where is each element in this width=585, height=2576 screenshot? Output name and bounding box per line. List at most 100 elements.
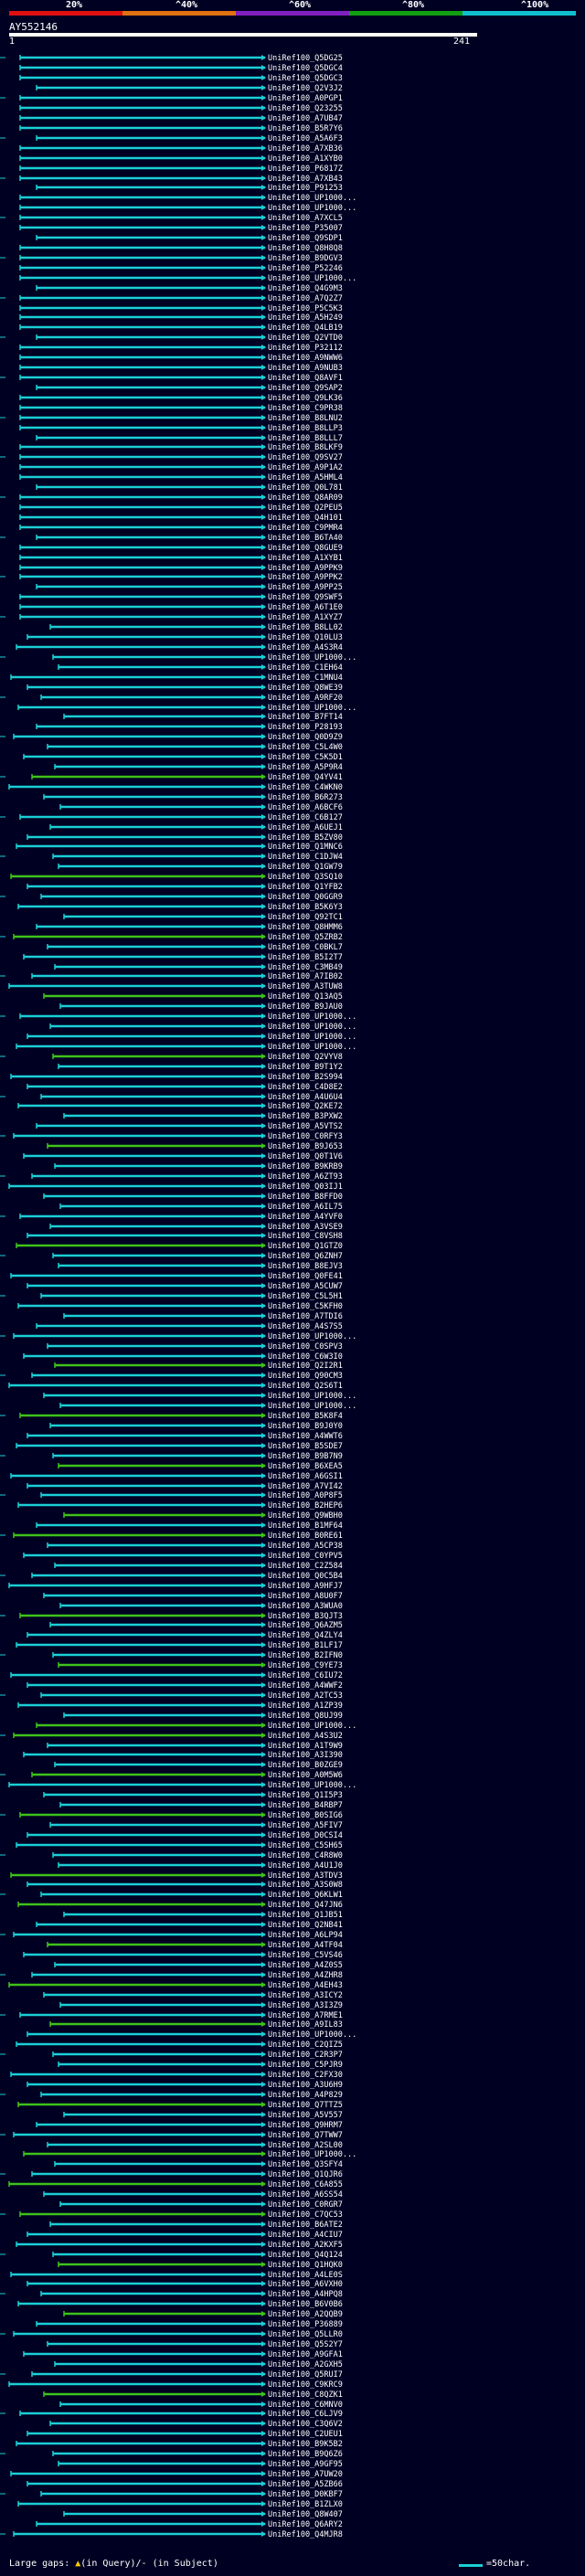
hit-id-link[interactable]: UniRef100_A4TF04	[268, 1941, 343, 1950]
hit-id-link[interactable]: UniRef100_A3WUA0	[268, 1602, 343, 1611]
hit-id-link[interactable]: UniRef100_Q23255	[268, 104, 343, 113]
hit-id-link[interactable]: UniRef100_Q7TTZ5	[268, 2101, 343, 2110]
hit-id-link[interactable]: UniRef100_Q8AR09	[268, 493, 343, 503]
hit-id-link[interactable]: UniRef100_B9DGV3	[268, 254, 343, 263]
hit-id-link[interactable]: UniRef100_A9GFA1	[268, 2350, 343, 2359]
hit-id-link[interactable]: UniRef100_B6ATE2	[268, 2221, 343, 2230]
hit-id-link[interactable]: UniRef100_Q2KE72	[268, 1102, 343, 1111]
hit-id-link[interactable]: UniRef100_C1DJW4	[268, 853, 343, 862]
hit-id-link[interactable]: UniRef100_A7VI42	[268, 1482, 343, 1491]
hit-id-link[interactable]: UniRef100_A6UEJ1	[268, 823, 343, 832]
hit-id-link[interactable]: UniRef100_A5ZB66	[268, 2480, 343, 2489]
hit-id-link[interactable]: UniRef100_C5KFH0	[268, 1302, 343, 1311]
hit-id-link[interactable]: UniRef100_Q0D9Z9	[268, 733, 343, 742]
hit-id-link[interactable]: UniRef100_A4YVF0	[268, 1213, 343, 1222]
hit-id-link[interactable]: UniRef100_A2GXH5	[268, 2360, 343, 2369]
hit-id-link[interactable]: UniRef100_Q9WBH0	[268, 1511, 343, 1521]
hit-id-link[interactable]: UniRef100_A5H249	[268, 313, 343, 323]
hit-id-link[interactable]: UniRef100_Q2V3J2	[268, 84, 343, 93]
hit-id-link[interactable]: UniRef100_UP1000...	[268, 653, 356, 663]
hit-id-link[interactable]: UniRef100_UP1000...	[268, 1392, 356, 1401]
hit-id-link[interactable]: UniRef100_Q0FE41	[268, 1272, 343, 1281]
hit-id-link[interactable]: UniRef100_C6MNV0	[268, 2401, 343, 2410]
hit-id-link[interactable]: UniRef100_D0CSI4	[268, 1831, 343, 1840]
hit-id-link[interactable]: UniRef100_C8VSH8	[268, 1232, 343, 1241]
hit-id-link[interactable]: UniRef100_A4WWT6	[268, 1432, 343, 1441]
hit-id-link[interactable]: UniRef100_Q5RUI7	[268, 2370, 343, 2380]
hit-id-link[interactable]: UniRef100_A4S3R4	[268, 643, 343, 652]
hit-id-link[interactable]: UniRef100_A1XYZ7	[268, 613, 343, 622]
hit-id-link[interactable]: UniRef100_UP1000...	[268, 1043, 356, 1052]
hit-id-link[interactable]: UniRef100_B3PXW2	[268, 1112, 343, 1121]
hit-id-link[interactable]: UniRef100_C5L4W0	[268, 743, 343, 752]
hit-id-link[interactable]: UniRef100_A2KXF5	[268, 2241, 343, 2250]
hit-id-link[interactable]: UniRef100_Q1HQK0	[268, 2261, 343, 2270]
hit-id-link[interactable]: UniRef100_Q3SFY4	[268, 2160, 343, 2169]
hit-id-link[interactable]: UniRef100_A4S3U2	[268, 1732, 343, 1741]
hit-id-link[interactable]: UniRef100_C5PJR9	[268, 2061, 343, 2070]
hit-id-link[interactable]: UniRef100_Q0GGR9	[268, 893, 343, 902]
hit-id-link[interactable]: UniRef100_B8FFD0	[268, 1193, 343, 1202]
hit-id-link[interactable]: UniRef100_B9Q6Z6	[268, 2450, 343, 2459]
hit-id-link[interactable]: UniRef100_B3QJT3	[268, 1612, 343, 1621]
hit-id-link[interactable]: UniRef100_A7TDI6	[268, 1312, 343, 1321]
hit-id-link[interactable]: UniRef100_A5CP38	[268, 1542, 343, 1551]
hit-id-link[interactable]: UniRef100_C2QIZ5	[268, 2041, 343, 2050]
hit-id-link[interactable]: UniRef100_B8LLP3	[268, 424, 343, 433]
hit-id-link[interactable]: UniRef100_C4WKN0	[268, 783, 343, 792]
hit-id-link[interactable]: UniRef100_A9PPK2	[268, 573, 343, 582]
hit-id-link[interactable]: UniRef100_UP1000...	[268, 2030, 356, 2040]
hit-id-link[interactable]: UniRef100_UP1000...	[268, 2150, 356, 2159]
hit-id-link[interactable]: UniRef100_Q2NB41	[268, 1921, 343, 1930]
hit-id-link[interactable]: UniRef100_A0M5W6	[268, 1771, 343, 1780]
hit-id-link[interactable]: UniRef100_Q4YV41	[268, 773, 343, 782]
hit-id-link[interactable]: UniRef100_Q90CM3	[268, 1372, 343, 1381]
hit-id-link[interactable]: UniRef100_P28193	[268, 723, 343, 732]
hit-id-link[interactable]: UniRef100_C0BKL7	[268, 943, 343, 952]
hit-id-link[interactable]: UniRef100_Q1YFB2	[268, 883, 343, 892]
hit-id-link[interactable]: UniRef100_A1ZP39	[268, 1701, 343, 1711]
hit-id-link[interactable]: UniRef100_C6W3I0	[268, 1352, 343, 1362]
hit-id-link[interactable]: UniRef100_B1ZLX0	[268, 2500, 343, 2509]
hit-id-link[interactable]: UniRef100_Q1JB51	[268, 1911, 343, 1920]
hit-id-link[interactable]: UniRef100_A9PPK9	[268, 564, 343, 573]
hit-id-link[interactable]: UniRef100_B9K5B2	[268, 2440, 343, 2449]
hit-id-link[interactable]: UniRef100_A7RME1	[268, 2011, 343, 2020]
hit-id-link[interactable]: UniRef100_Q10LU3	[268, 633, 343, 642]
hit-id-link[interactable]: UniRef100_Q2VYV8	[268, 1053, 343, 1062]
hit-id-link[interactable]: UniRef100_B6TA40	[268, 534, 343, 543]
hit-id-link[interactable]: UniRef100_C3Q6V2	[268, 2420, 343, 2429]
hit-id-link[interactable]: UniRef100_C7QC53	[268, 2210, 343, 2220]
hit-id-link[interactable]: UniRef100_C5L5H1	[268, 1292, 343, 1301]
hit-id-link[interactable]: UniRef100_A5FIV7	[268, 1821, 343, 1830]
hit-id-link[interactable]: UniRef100_Q2VTD0	[268, 334, 343, 343]
hit-id-link[interactable]: UniRef100_Q4MJR8	[268, 2530, 343, 2539]
hit-id-link[interactable]: UniRef100_Q4LB19	[268, 323, 343, 333]
hit-id-link[interactable]: UniRef100_A0P8F5	[268, 1491, 343, 1500]
hit-id-link[interactable]: UniRef100_Q8UJ99	[268, 1712, 343, 1721]
hit-id-link[interactable]: UniRef100_P5C5K3	[268, 304, 343, 313]
hit-id-link[interactable]: UniRef100_UP1000...	[268, 194, 356, 203]
hit-id-link[interactable]: UniRef100_Q9SAP2	[268, 384, 343, 393]
hit-id-link[interactable]: UniRef100_Q1I5P3	[268, 1791, 343, 1800]
hit-id-link[interactable]: UniRef100_Q5ZRB2	[268, 933, 343, 942]
hit-id-link[interactable]: UniRef100_B6V0B6	[268, 2300, 343, 2309]
hit-id-link[interactable]: UniRef100_Q2I2R1	[268, 1362, 343, 1371]
hit-id-link[interactable]: UniRef100_A4LE0S	[268, 2271, 343, 2280]
hit-id-link[interactable]: UniRef100_C6B127	[268, 813, 343, 822]
hit-id-link[interactable]: UniRef100_Q1MNC6	[268, 843, 343, 852]
hit-id-link[interactable]: UniRef100_A3TUW8	[268, 982, 343, 991]
hit-id-link[interactable]: UniRef100_C9KRC9	[268, 2380, 343, 2390]
hit-id-link[interactable]: UniRef100_B2S994	[268, 1073, 343, 1082]
hit-id-link[interactable]: UniRef100_C1MNU4	[268, 673, 343, 683]
hit-id-link[interactable]: UniRef100_A3VSE9	[268, 1223, 343, 1232]
hit-id-link[interactable]: UniRef100_C9YE73	[268, 1661, 343, 1670]
hit-id-link[interactable]: UniRef100_Q03IJ1	[268, 1182, 343, 1192]
hit-id-link[interactable]: UniRef100_B5K8F4	[268, 1412, 343, 1421]
hit-id-link[interactable]: UniRef100_C5K5D1	[268, 753, 343, 762]
hit-id-link[interactable]: UniRef100_B9J653	[268, 1142, 343, 1151]
hit-id-link[interactable]: UniRef100_B2HEP6	[268, 1501, 343, 1511]
hit-id-link[interactable]: UniRef100_A5CUW7	[268, 1282, 343, 1291]
hit-id-link[interactable]: UniRef100_A7IB02	[268, 972, 343, 981]
hit-id-link[interactable]: UniRef100_UP1000...	[268, 1033, 356, 1042]
